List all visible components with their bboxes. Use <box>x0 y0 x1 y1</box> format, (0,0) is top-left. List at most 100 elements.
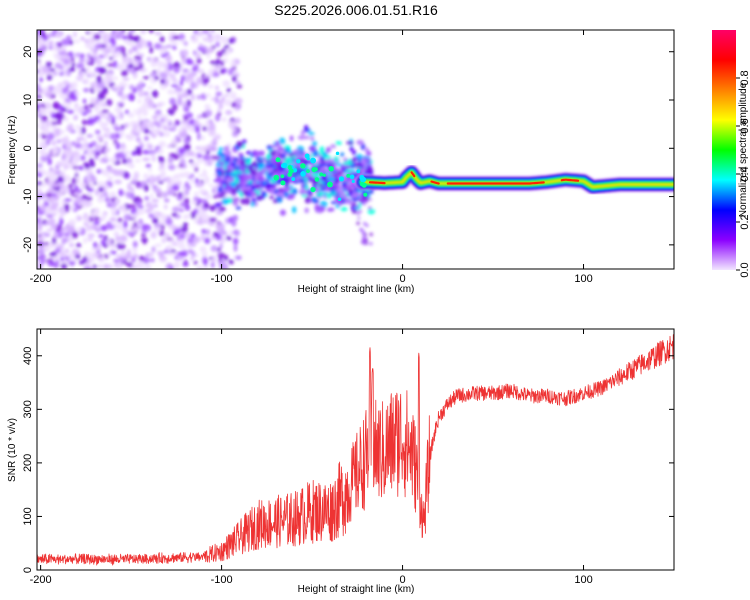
speckle <box>70 226 76 233</box>
speckle <box>227 68 234 76</box>
speckle <box>42 35 49 42</box>
speckle <box>197 219 204 225</box>
speckle <box>132 245 138 254</box>
speckle <box>142 157 150 162</box>
speckle <box>236 84 243 89</box>
speckle <box>156 114 165 118</box>
speckle <box>216 35 222 41</box>
speckle <box>245 150 252 155</box>
speckle <box>83 237 87 244</box>
speckle <box>191 200 198 205</box>
speckle <box>132 46 138 52</box>
speckle <box>184 214 192 218</box>
speckle <box>320 175 327 182</box>
speckle <box>107 263 113 269</box>
speckle <box>204 175 210 184</box>
speckle <box>185 188 189 196</box>
speckle <box>181 57 186 65</box>
speckle <box>44 221 52 226</box>
speckle <box>66 109 75 114</box>
speckle <box>139 53 145 58</box>
speckle <box>96 228 101 233</box>
speckle <box>232 237 239 245</box>
speckle <box>151 246 156 253</box>
speckle <box>207 36 214 44</box>
speckle <box>116 242 122 250</box>
speckle <box>71 231 79 237</box>
speckle <box>178 192 183 197</box>
speckle <box>222 80 231 88</box>
speckle <box>139 79 144 85</box>
speckle <box>153 204 158 208</box>
speckle <box>224 98 232 107</box>
speckle <box>211 255 217 264</box>
speckle <box>104 154 108 162</box>
speckle <box>46 33 52 39</box>
speckle <box>52 53 60 57</box>
speckle <box>318 205 326 213</box>
speckle <box>103 76 108 84</box>
cluster-peak <box>292 168 298 173</box>
speckle <box>231 219 237 227</box>
speckle <box>38 106 45 111</box>
speckle <box>162 114 169 119</box>
speckle <box>117 169 125 177</box>
speckle <box>314 204 321 211</box>
speckle <box>162 250 170 254</box>
speckle <box>155 175 162 183</box>
speckle <box>272 199 278 204</box>
speckle <box>62 71 67 77</box>
speckle <box>183 138 190 144</box>
speckle <box>53 195 60 201</box>
speckle <box>207 84 214 89</box>
speckle <box>93 40 102 45</box>
speckle <box>221 117 227 122</box>
y-tick-label: 200 <box>22 454 34 472</box>
speckle <box>169 30 177 36</box>
speckle <box>118 189 124 197</box>
speckle <box>149 130 153 135</box>
speckle <box>177 257 182 262</box>
speckle <box>154 31 162 36</box>
speckle <box>196 76 203 84</box>
speckle <box>50 68 56 72</box>
speckle <box>87 237 94 242</box>
speckle <box>369 241 373 246</box>
ridge-peak <box>410 171 416 178</box>
speckle <box>81 199 89 204</box>
speckle <box>148 30 155 34</box>
speckle <box>173 261 180 269</box>
speckle <box>362 241 367 246</box>
speckle <box>143 128 150 134</box>
speckle <box>169 251 176 256</box>
speckle <box>83 104 88 110</box>
speckle <box>106 78 113 84</box>
speckle <box>215 223 224 232</box>
speckle <box>309 145 316 152</box>
speckle <box>221 96 226 102</box>
speckle <box>172 152 180 160</box>
speckle <box>110 33 115 38</box>
speckle <box>178 208 185 212</box>
x-tick-label: -100 <box>211 273 233 285</box>
speckle <box>213 231 219 237</box>
speckle <box>126 248 131 257</box>
speckle <box>228 38 234 44</box>
x-tick-label: 100 <box>574 273 592 285</box>
spectrogram-y-label: Frequency (Hz) <box>7 116 18 185</box>
colorbar-ticks: 0.0 0.2 0.4 0.6 0.8 <box>736 70 750 278</box>
speckle <box>177 97 183 106</box>
speckle <box>96 134 104 141</box>
speckle <box>260 167 267 174</box>
speckle <box>186 150 195 156</box>
speckle <box>183 116 189 121</box>
speckle <box>133 66 140 71</box>
speckle <box>45 61 53 68</box>
speckle <box>64 198 72 202</box>
speckle <box>319 146 325 153</box>
speckle <box>150 63 157 68</box>
speckle <box>193 260 198 265</box>
speckle <box>135 112 142 116</box>
speckle <box>73 114 79 121</box>
speckle <box>159 161 165 170</box>
